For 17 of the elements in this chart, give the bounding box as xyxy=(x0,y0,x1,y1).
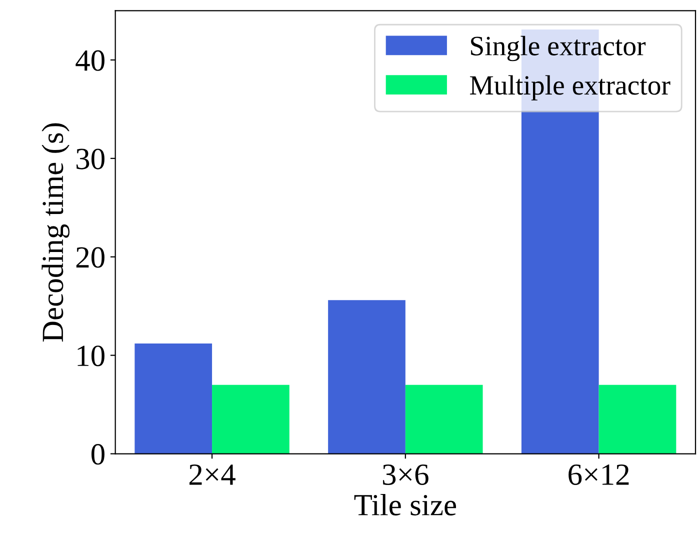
bar xyxy=(328,300,406,454)
y-tick-label: 40 xyxy=(76,50,104,71)
x-axis-title: Tile size xyxy=(354,494,456,516)
y-tick-label: 30 xyxy=(76,148,104,170)
y-tick-label: 20 xyxy=(76,247,104,268)
y-tick-label: 0 xyxy=(92,444,104,465)
bar xyxy=(405,384,483,454)
x-tick-label: 3×6 xyxy=(382,464,428,485)
y-axis-title: Decoding time (s) xyxy=(42,123,70,342)
x-tick-label: 2×4 xyxy=(189,464,236,485)
bar xyxy=(212,384,290,454)
x-tick-label: 6×12 xyxy=(568,464,629,485)
y-tick-label: 10 xyxy=(78,346,104,366)
legend-label: Multiple extractor xyxy=(470,75,670,100)
bar xyxy=(598,384,676,454)
bar xyxy=(134,344,212,454)
legend-label: Single extractor xyxy=(471,36,646,62)
